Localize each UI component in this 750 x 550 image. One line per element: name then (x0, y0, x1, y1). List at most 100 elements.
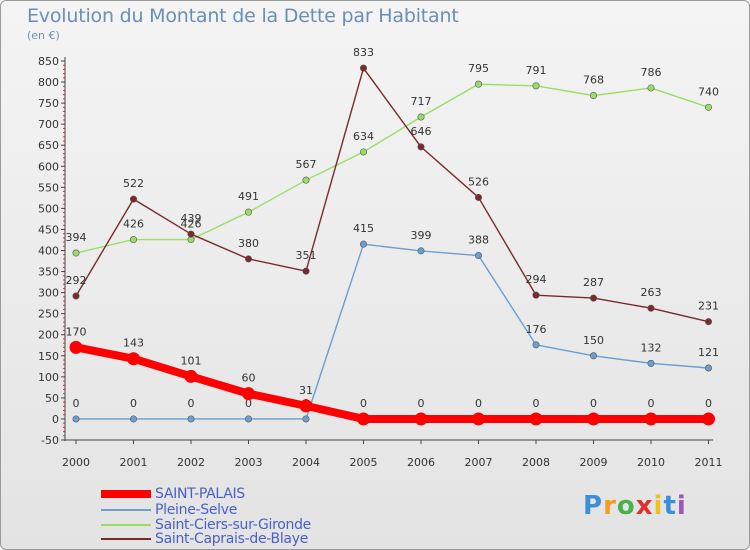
data-point (72, 292, 80, 300)
y-tick-label: 800 (38, 76, 59, 89)
y-tick-label: -50 (41, 434, 59, 447)
data-label: 0 (418, 397, 425, 410)
data-point (474, 252, 482, 260)
data-label: 426 (123, 218, 144, 231)
data-label: 394 (66, 231, 87, 244)
data-label: 768 (583, 74, 604, 87)
data-label: 0 (648, 397, 655, 410)
y-tick-label: 350 (38, 266, 59, 279)
legend-item-saint-palais: SAINT-PALAIS (101, 486, 245, 502)
legend-item-pleine-selve: Pleine-Selve (101, 502, 238, 518)
data-label: 717 (411, 95, 432, 108)
legend-swatch (101, 524, 151, 526)
x-tick-label: 2009 (580, 456, 608, 469)
y-tick-label: 200 (38, 329, 59, 342)
legend-swatch (101, 490, 151, 498)
logo-letter: P (583, 491, 604, 521)
data-label: 0 (130, 397, 137, 410)
data-label: 0 (188, 397, 195, 410)
data-point (302, 176, 310, 184)
y-tick-label: 300 (38, 287, 59, 300)
x-tick-label: 2006 (407, 456, 435, 469)
data-point (245, 255, 253, 263)
data-point (245, 208, 253, 216)
data-label: 263 (641, 286, 662, 299)
data-point (589, 352, 597, 360)
data-label: 60 (242, 372, 256, 385)
data-label: 0 (533, 397, 540, 410)
data-label: 0 (590, 397, 597, 410)
legend-swatch (101, 538, 151, 540)
data-label: 415 (353, 222, 374, 235)
series-line-saint-ciers-sur-gironde (75, 83, 710, 254)
data-point (299, 399, 313, 413)
y-tick-label: 700 (38, 118, 59, 131)
x-tick-label: 2005 (350, 456, 378, 469)
data-label: 121 (698, 346, 719, 359)
logo-letter: r (603, 491, 617, 521)
y-tick-label: 0 (52, 413, 59, 426)
y-tick-label: 550 (38, 181, 59, 194)
data-label: 351 (296, 249, 317, 262)
data-point (357, 412, 370, 426)
data-label: 170 (66, 325, 87, 338)
data-label: 833 (353, 46, 374, 59)
data-label: 287 (583, 276, 604, 289)
series-line-saint-palais (72, 343, 713, 423)
data-point (414, 412, 428, 426)
logo-letter: i (676, 491, 687, 521)
legend-label: Saint-Caprais-de-Blaye (155, 531, 309, 547)
data-point (302, 415, 310, 423)
y-tick-label: 500 (38, 202, 59, 215)
y-tick-label: 850 (38, 55, 59, 68)
data-point (589, 294, 597, 302)
data-point (704, 364, 712, 372)
data-label: 786 (641, 66, 662, 79)
data-point (187, 415, 195, 423)
x-tick-label: 2002 (177, 456, 205, 469)
y-tick-label: 400 (38, 245, 59, 258)
data-point (474, 193, 482, 201)
data-label: 0 (705, 397, 712, 410)
x-tick-label: 2011 (695, 456, 723, 469)
data-point (704, 103, 712, 111)
data-point (417, 247, 425, 255)
y-tick-label: 650 (38, 139, 59, 152)
data-label: 132 (641, 341, 662, 354)
logo-letter: x (635, 491, 654, 521)
data-point (72, 415, 80, 423)
data-label: 31 (299, 384, 313, 397)
data-label: 795 (468, 62, 489, 75)
data-point (72, 249, 80, 257)
x-tick-label: 2004 (292, 456, 320, 469)
data-label: 567 (296, 158, 317, 171)
data-label: 791 (526, 64, 547, 77)
data-label: 0 (245, 397, 252, 410)
chart-subtitle: (en €) (27, 29, 60, 42)
data-point (359, 148, 367, 156)
data-point (472, 412, 485, 426)
data-point (127, 352, 140, 366)
x-tick-label: 2008 (522, 456, 550, 469)
y-tick-label: 150 (38, 350, 59, 363)
data-point (417, 113, 425, 121)
data-point (130, 195, 138, 203)
series-line-pleine-selve (75, 243, 710, 420)
y-tick-label: 450 (38, 223, 59, 236)
legend-label: Pleine-Selve (155, 502, 238, 518)
y-tick-label: 750 (38, 97, 59, 110)
legend-swatch (101, 509, 151, 511)
data-point (587, 412, 600, 426)
data-label: 0 (73, 397, 80, 410)
data-point (474, 80, 482, 88)
data-label: 740 (698, 85, 719, 98)
data-point (647, 359, 655, 367)
data-label: 231 (698, 300, 719, 313)
data-label: 646 (411, 125, 432, 138)
data-label: 426 (181, 218, 202, 231)
chart-title: Evolution du Montant de la Dette par Hab… (27, 5, 459, 27)
data-point (69, 340, 83, 354)
y-tick-label: 100 (38, 371, 59, 384)
data-label: 101 (181, 354, 202, 367)
